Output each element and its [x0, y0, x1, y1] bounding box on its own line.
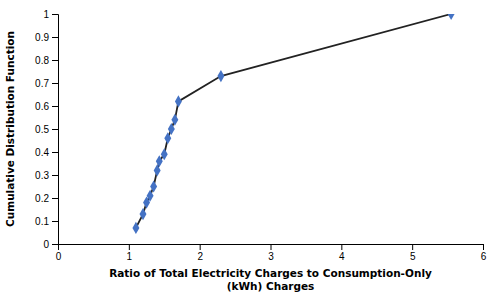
tick-label: 0.8: [35, 55, 49, 66]
tick-label: 0.3: [35, 170, 49, 181]
tick-mark: [52, 83, 58, 84]
point: [147, 190, 154, 202]
tick: 0.9: [35, 32, 58, 43]
tick: 0.7: [35, 78, 58, 89]
tick: 4: [339, 244, 345, 262]
tick: 1: [43, 9, 58, 20]
point: [448, 14, 455, 20]
point: [217, 70, 224, 82]
axis-line: [52, 15, 59, 245]
tick-label: 0.9: [35, 32, 49, 43]
tick-mark: [412, 244, 413, 250]
tick-label: 5: [410, 251, 416, 262]
tick: 5: [410, 244, 416, 262]
tick: 3: [268, 244, 274, 262]
tick-mark: [52, 198, 58, 199]
point: [168, 123, 175, 135]
tick: 6: [481, 244, 487, 262]
tick: 0: [43, 239, 58, 250]
x-axis: 0 1 2 3 4 5 6: [56, 244, 487, 262]
point: [132, 222, 139, 234]
tick: 0: [56, 244, 62, 262]
tick: 1: [127, 244, 133, 262]
chart: 0 1 2 3 4 5 6 0 0.1 0.2 0.3 0.4 0.5 0.6 0.7 0.8 0.9 1 Rati…: [0, 0, 501, 302]
tick-mark: [483, 244, 484, 250]
tick: 0.5: [35, 124, 58, 135]
tick-label: 0.1: [35, 216, 49, 227]
tick: 0.3: [35, 170, 58, 181]
tick-label: 0.2: [35, 193, 49, 204]
tick-mark: [52, 60, 58, 61]
tick-label: 0: [56, 251, 62, 262]
tick-mark: [52, 106, 58, 107]
tick-label: 0.4: [35, 147, 49, 158]
y-axis-title: Cumulative Distribution Function: [4, 31, 16, 227]
tick-mark: [52, 37, 58, 38]
tick-label: 6: [481, 251, 487, 262]
tick-label: 4: [339, 251, 345, 262]
point: [164, 132, 171, 144]
tick-mark: [52, 152, 58, 153]
axis-line: [59, 245, 484, 251]
point: [140, 208, 147, 220]
tick-label: 0.7: [35, 78, 49, 89]
y-axis: 0 0.1 0.2 0.3 0.4 0.5 0.6 0.7 0.8 0.9 1: [35, 9, 58, 250]
tick-mark: [52, 244, 58, 245]
tick: 0.8: [35, 55, 58, 66]
tick-mark: [52, 129, 58, 130]
point: [156, 155, 163, 167]
tick-label: 1: [127, 251, 133, 262]
point: [161, 148, 168, 160]
point: [175, 95, 182, 107]
tick-label: 2: [197, 251, 203, 262]
tick: 0.2: [35, 193, 58, 204]
x-axis-title: Ratio of Total Electricity Charges to Co…: [109, 267, 432, 292]
tick-mark: [52, 221, 58, 222]
tick-label: 1: [43, 9, 49, 20]
tick-mark: [271, 244, 272, 250]
tick-mark: [52, 14, 58, 15]
point: [150, 180, 157, 192]
point: [171, 114, 178, 126]
tick-mark: [129, 244, 130, 250]
tick-label: 0.6: [35, 101, 49, 112]
tick-label: 0: [43, 239, 49, 250]
tick-mark: [52, 175, 58, 176]
line: [136, 14, 451, 228]
marks: [132, 14, 454, 234]
tick-label: 0.5: [35, 124, 49, 135]
tick: 0.4: [35, 147, 58, 158]
plot: 0 1 2 3 4 5 6 0 0.1 0.2 0.3 0.4 0.5 0.6 0.7 0.8 0.9 1: [35, 8, 487, 262]
tick-mark: [341, 244, 342, 250]
tick: 0.1: [35, 216, 58, 227]
tick: 0.6: [35, 101, 58, 112]
tick: 2: [197, 244, 203, 262]
tick-label: 3: [268, 251, 274, 262]
tick-mark: [200, 244, 201, 250]
